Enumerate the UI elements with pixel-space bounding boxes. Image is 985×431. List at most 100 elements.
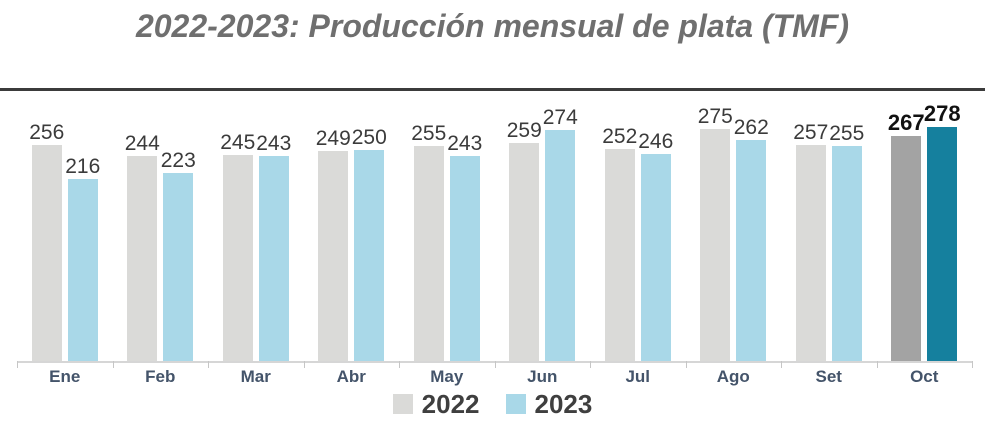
bar-2022-ene [31, 145, 62, 361]
value-label-2023-ene: 216 [65, 154, 101, 178]
bar-column-2022-ago: 275 [697, 104, 733, 361]
bar-group-ago: 275 262 [686, 101, 782, 361]
bar-group-may: 255 243 [399, 101, 495, 361]
x-axis-label-set: Set [815, 367, 842, 386]
bar-column-2023-ago: 262 [733, 115, 769, 361]
value-label-2022-ene: 256 [29, 120, 65, 144]
legend-label-2023: 2023 [534, 389, 593, 419]
x-axis-label-oct: Oct [910, 367, 939, 386]
bar-column-2022-jul: 252 [602, 124, 638, 361]
bar-column-2022-oct: 267 [888, 110, 925, 361]
bar-2023-abr [354, 150, 385, 361]
bar-group-jun: 259 274 [495, 101, 591, 361]
axis-tick [208, 361, 209, 368]
bar-column-2023-jul: 246 [638, 129, 674, 361]
axis-tick [113, 361, 114, 368]
axis-tick [17, 361, 18, 368]
value-label-2023-oct: 278 [923, 100, 961, 126]
bar-column-2022-may: 255 [411, 121, 447, 361]
x-axis-label-jun: Jun [527, 367, 558, 386]
bar-2022-oct [891, 136, 922, 361]
x-axis-label-ene: Ene [49, 367, 81, 386]
legend-item-2023: 2023 [505, 389, 593, 419]
value-label-2023-jun: 274 [542, 105, 578, 129]
bar-2023-feb [163, 173, 194, 361]
value-label-2023-ago: 262 [733, 115, 769, 139]
axis-tick [686, 361, 687, 368]
title-divider [0, 88, 985, 91]
bar-column-2022-ene: 256 [29, 120, 65, 361]
x-axis-label-mar: Mar [240, 367, 271, 386]
value-label-2022-jun: 259 [506, 118, 542, 142]
axis-tick [972, 361, 973, 368]
legend-label-2022: 2022 [421, 389, 480, 419]
bar-chart-plot-area: 256 216 244 223 245 243 249 250 255 243 259 274 252 2… [17, 101, 972, 361]
bar-2022-jun [509, 143, 540, 361]
bar-group-set: 257 255 [781, 101, 877, 361]
bar-column-2023-mar: 243 [256, 131, 292, 361]
axis-tick [399, 361, 400, 368]
bar-column-2023-ene: 216 [65, 154, 101, 361]
bar-2022-ago [700, 129, 731, 361]
bar-2023-ene [67, 179, 98, 361]
bar-2022-abr [318, 151, 349, 361]
bar-column-2022-set: 257 [793, 120, 829, 361]
value-label-2023-abr: 250 [351, 125, 387, 149]
legend: 2022 2023 [0, 391, 985, 417]
bar-2023-set [831, 146, 862, 361]
bar-column-2023-may: 243 [447, 131, 483, 361]
value-label-2022-may: 255 [411, 121, 447, 145]
bar-2023-jun [545, 130, 576, 361]
bar-2022-feb [127, 156, 158, 361]
axis-tick [877, 361, 878, 368]
bar-column-2022-feb: 244 [124, 131, 160, 361]
axis-tick [304, 361, 305, 368]
value-label-2022-abr: 249 [315, 126, 351, 150]
bar-2023-jul [640, 154, 671, 361]
bar-column-2023-abr: 250 [351, 125, 387, 361]
bar-column-2022-jun: 259 [506, 118, 542, 361]
bar-2022-may [413, 146, 444, 361]
value-label-2023-may: 243 [447, 131, 483, 155]
legend-swatch-2023 [505, 394, 526, 414]
value-label-2023-mar: 243 [256, 131, 292, 155]
value-label-2023-set: 255 [829, 121, 865, 145]
value-label-2023-feb: 223 [160, 148, 196, 172]
bar-2023-oct [927, 127, 958, 361]
x-axis-line [17, 361, 973, 368]
bar-group-feb: 244 223 [113, 101, 209, 361]
bar-column-2023-feb: 223 [160, 148, 196, 361]
bar-2023-ago [736, 140, 767, 361]
bar-2023-mar [258, 156, 289, 361]
value-label-2022-oct: 267 [887, 109, 925, 135]
bar-group-abr: 249 250 [304, 101, 400, 361]
legend-item-2022: 2022 [392, 389, 480, 419]
bar-group-ene: 256 216 [17, 101, 113, 361]
bar-2022-set [795, 145, 826, 361]
x-axis-label-jul: Jul [625, 367, 651, 386]
bar-group-mar: 245 243 [208, 101, 304, 361]
value-label-2022-mar: 245 [220, 130, 256, 154]
value-label-2022-ago: 275 [697, 104, 733, 128]
axis-tick [781, 361, 782, 368]
bar-column-2023-oct: 278 [924, 101, 961, 361]
bar-group-jul: 252 246 [590, 101, 686, 361]
x-axis-labels: Ene Feb Mar Abr May Jun Jul Ago Set Oct [17, 367, 972, 387]
x-axis-label-may: May [430, 367, 464, 386]
value-label-2022-set: 257 [793, 120, 829, 144]
value-label-2023-jul: 246 [638, 129, 674, 153]
bar-column-2022-mar: 245 [220, 130, 256, 361]
bar-column-2022-abr: 249 [315, 126, 351, 361]
axis-tick [495, 361, 496, 368]
bar-2023-may [449, 156, 480, 361]
chart-title: 2022-2023: Producción mensual de plata (… [135, 8, 850, 44]
bar-group-oct: 267 278 [877, 101, 973, 361]
bar-2022-mar [222, 155, 253, 361]
value-label-2022-feb: 244 [124, 131, 160, 155]
value-label-2022-jul: 252 [602, 124, 638, 148]
x-axis-label-ago: Ago [716, 367, 750, 386]
legend-swatch-2022 [392, 394, 413, 414]
bar-2022-jul [604, 149, 635, 361]
bar-column-2023-jun: 274 [542, 105, 578, 361]
